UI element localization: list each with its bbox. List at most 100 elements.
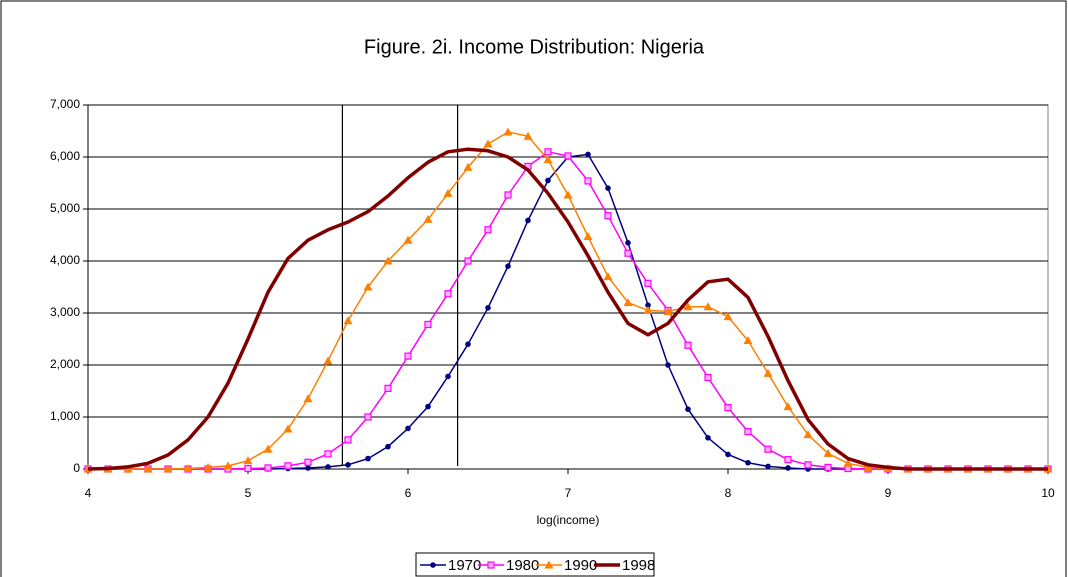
legend-label: 1970 bbox=[448, 557, 481, 574]
marker bbox=[663, 306, 673, 315]
marker bbox=[803, 430, 813, 439]
marker bbox=[623, 298, 633, 307]
marker bbox=[525, 217, 531, 224]
marker bbox=[303, 394, 313, 403]
marker bbox=[423, 214, 433, 223]
marker bbox=[743, 336, 753, 345]
marker bbox=[665, 362, 671, 368]
marker bbox=[143, 464, 153, 473]
marker bbox=[764, 445, 772, 453]
marker bbox=[243, 456, 253, 465]
marker bbox=[545, 177, 551, 184]
marker bbox=[363, 282, 373, 291]
marker bbox=[365, 455, 371, 462]
marker bbox=[605, 185, 611, 191]
marker bbox=[685, 406, 691, 413]
marker bbox=[544, 148, 552, 156]
marker bbox=[304, 458, 312, 466]
marker bbox=[404, 352, 412, 360]
marker bbox=[203, 462, 213, 471]
marker bbox=[583, 232, 593, 241]
marker bbox=[624, 249, 632, 257]
marker bbox=[465, 341, 471, 348]
x-tick-label: 7 bbox=[565, 486, 572, 500]
marker bbox=[345, 462, 351, 468]
marker bbox=[843, 458, 853, 467]
marker bbox=[284, 462, 292, 470]
marker bbox=[425, 403, 431, 410]
y-tick-label: 3,000 bbox=[50, 305, 80, 319]
marker bbox=[765, 463, 771, 470]
marker bbox=[823, 448, 833, 457]
marker bbox=[523, 131, 533, 140]
marker bbox=[483, 139, 493, 148]
marker bbox=[543, 155, 553, 164]
marker bbox=[703, 302, 713, 311]
y-tick-label: 0 bbox=[73, 461, 80, 475]
marker bbox=[863, 462, 873, 471]
marker bbox=[343, 316, 353, 325]
marker bbox=[585, 151, 591, 158]
x-tick-label: 6 bbox=[405, 486, 412, 500]
y-tick-label: 6,000 bbox=[50, 149, 80, 163]
marker bbox=[785, 465, 791, 471]
marker bbox=[485, 305, 491, 311]
marker bbox=[444, 290, 452, 298]
chart-title: Figure. 2i. Income Distribution: Nigeria bbox=[364, 36, 705, 58]
marker bbox=[783, 402, 793, 411]
legend-marker bbox=[487, 561, 495, 569]
x-tick-label: 4 bbox=[85, 486, 92, 500]
marker bbox=[804, 461, 812, 469]
legend-box bbox=[415, 552, 655, 577]
marker bbox=[223, 461, 233, 470]
marker bbox=[643, 305, 653, 314]
marker bbox=[263, 444, 273, 453]
marker bbox=[763, 368, 773, 377]
marker bbox=[503, 127, 513, 136]
marker bbox=[324, 450, 332, 458]
marker bbox=[625, 240, 631, 246]
marker bbox=[725, 451, 731, 458]
marker bbox=[244, 464, 252, 473]
marker bbox=[744, 427, 752, 436]
legend-marker bbox=[430, 562, 436, 568]
marker bbox=[745, 459, 751, 466]
marker bbox=[683, 302, 693, 311]
marker bbox=[644, 279, 652, 287]
plot-area bbox=[87, 104, 1049, 470]
marker bbox=[463, 162, 473, 171]
x-tick-label: 5 bbox=[245, 486, 252, 500]
legend-label: 1980 bbox=[506, 557, 539, 574]
x-axis-label: log(income) bbox=[537, 513, 600, 527]
marker bbox=[403, 235, 413, 244]
legend-label: 1990 bbox=[564, 557, 597, 574]
marker bbox=[504, 191, 512, 199]
marker bbox=[705, 435, 711, 441]
marker bbox=[645, 302, 651, 309]
marker bbox=[724, 404, 732, 412]
legend-label: 1998 bbox=[622, 557, 655, 574]
marker bbox=[305, 465, 311, 471]
marker bbox=[264, 464, 272, 472]
marker bbox=[563, 190, 573, 199]
marker bbox=[505, 263, 511, 270]
marker bbox=[424, 320, 432, 329]
marker bbox=[604, 212, 612, 220]
y-tick-label: 5,000 bbox=[50, 201, 80, 215]
x-tick-label: 10 bbox=[1041, 486, 1055, 500]
marker bbox=[464, 257, 472, 265]
marker bbox=[723, 312, 733, 321]
marker bbox=[383, 256, 393, 265]
marker bbox=[385, 443, 391, 450]
marker bbox=[824, 463, 832, 472]
marker bbox=[684, 341, 692, 349]
marker bbox=[323, 356, 333, 365]
marker bbox=[443, 188, 453, 197]
y-tick-label: 4,000 bbox=[50, 253, 80, 267]
marker bbox=[163, 464, 173, 473]
y-tick-label: 1,000 bbox=[50, 409, 80, 423]
marker bbox=[325, 464, 331, 470]
marker bbox=[484, 226, 492, 234]
marker bbox=[183, 463, 193, 472]
